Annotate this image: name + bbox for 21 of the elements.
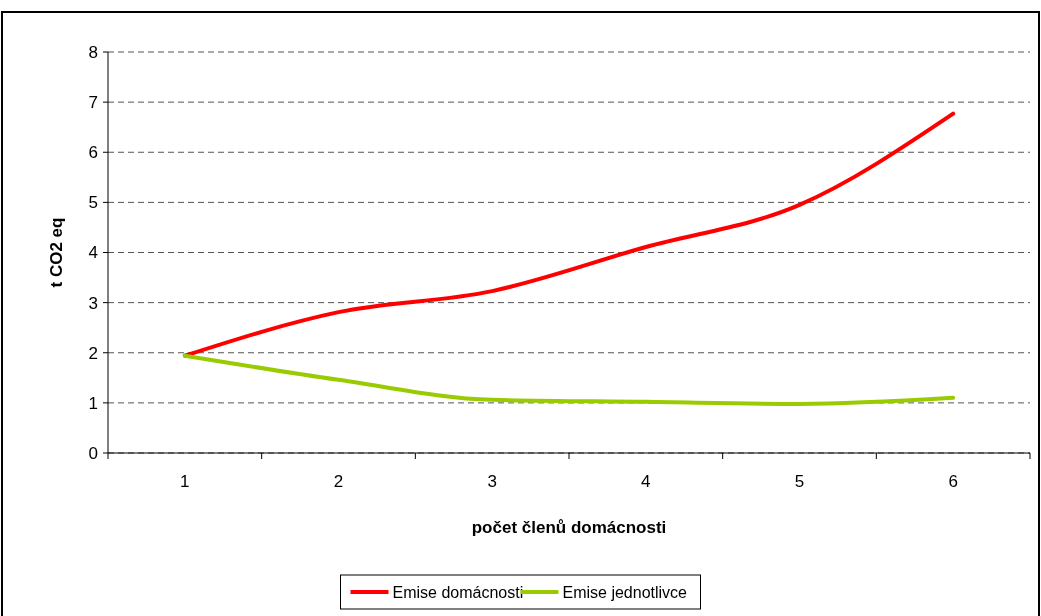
line-series <box>182 353 956 406</box>
y-tick-label: 0 <box>88 443 98 463</box>
x-tick-label: 2 <box>333 472 344 491</box>
x-tick-label: 6 <box>948 472 958 491</box>
y-tick-label: 3 <box>88 293 98 313</box>
x-tick-label: 1 <box>180 472 190 491</box>
line-series <box>182 111 956 358</box>
y-axis-title: t CO2 eq <box>47 217 66 288</box>
legend-label: Emise domácnosti <box>392 583 524 601</box>
legend-label: Emise jednotlivce <box>562 583 688 601</box>
y-tick-label: 1 <box>88 393 98 413</box>
x-axis-title: počet členů domácnosti <box>471 518 667 537</box>
y-tick-label: 5 <box>88 193 98 213</box>
y-tick-label: 6 <box>88 143 98 163</box>
y-tick-label: 7 <box>88 93 98 113</box>
x-tick-label: 3 <box>487 472 497 491</box>
x-tick-label: 5 <box>794 472 805 491</box>
y-tick-label: 8 <box>88 42 98 62</box>
y-tick-label: 2 <box>88 343 98 363</box>
x-tick-label: 4 <box>641 472 651 491</box>
y-tick-label: 4 <box>88 243 98 263</box>
